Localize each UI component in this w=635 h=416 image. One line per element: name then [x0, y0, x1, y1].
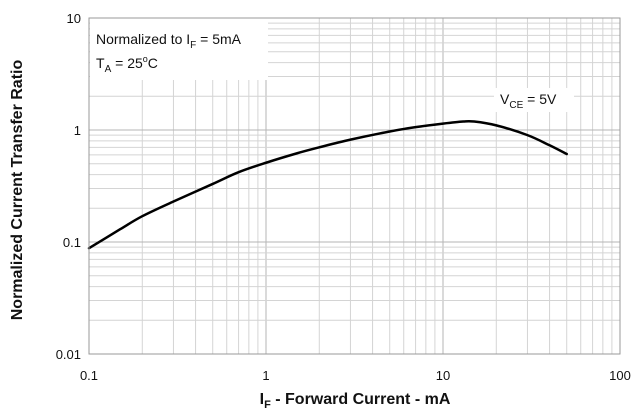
- plot-frame: [88, 17, 621, 355]
- condition-annotation-line2: TA = 25oC: [96, 54, 158, 75]
- curve-label-box: [494, 88, 574, 112]
- x-tick-label: 10: [436, 368, 450, 383]
- x-tick-label: 100: [609, 368, 631, 383]
- y-tick-label: 10: [67, 11, 81, 26]
- ctr-curve-line: [87, 119, 568, 250]
- x-tick-label: 1: [262, 368, 269, 383]
- y-axis-title: Normalized Current Transfer Ratio: [9, 60, 26, 321]
- curve-label: VCE = 5V: [500, 91, 557, 111]
- x-axis-title: IF - Forward Current - mA: [260, 391, 451, 411]
- condition-annotation-line1: Normalized to IF = 5mA: [96, 31, 242, 51]
- x-tick-label: 0.1: [80, 368, 98, 383]
- condition-annotation-box: [90, 18, 268, 80]
- ctr-curve-points: [88, 121, 568, 250]
- tick-labels: 0.1 1 10 100 0.01 0.1 1 10: [56, 11, 631, 383]
- y-tick-label: 1: [74, 123, 81, 138]
- y-tick-label: 0.01: [56, 347, 81, 362]
- y-tick-label: 0.1: [63, 235, 81, 250]
